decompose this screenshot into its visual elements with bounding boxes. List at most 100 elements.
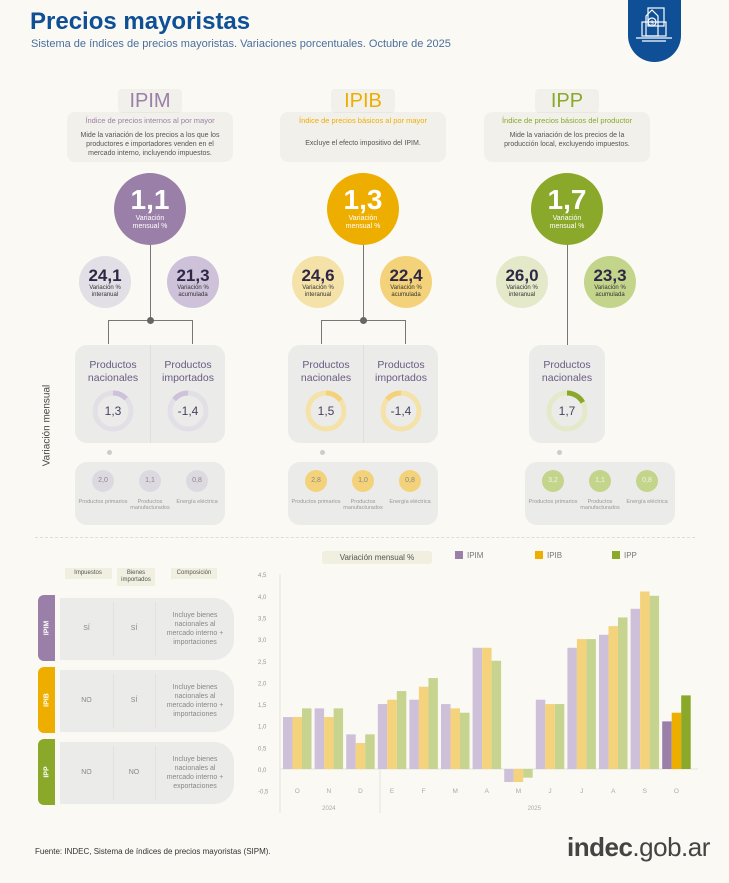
side-label: Variación mensual: [41, 384, 53, 467]
cell-divider: [113, 746, 114, 800]
ring-arc: [546, 390, 588, 432]
breakdown-panel: 2,0 Productos primarios 1,1 Productos manuf…: [75, 462, 225, 525]
bar-ipib: [576, 639, 587, 769]
acumulada-value: 23,3: [593, 266, 627, 285]
bar-ipib: [418, 686, 429, 769]
x-tick-label: N: [326, 788, 331, 795]
connector-dot: [107, 450, 112, 455]
bracket-left: [321, 320, 322, 344]
product-label: Productos importados: [162, 359, 214, 384]
bar-ipim: [630, 608, 641, 769]
bar-ipib: [640, 591, 650, 769]
panel-divider: [150, 345, 151, 443]
interanual-value: 24,6: [301, 266, 335, 285]
connector-dot: [557, 450, 562, 455]
interanual-circle: 24,1 Variación % interanual: [79, 256, 131, 308]
bar-ipib: [513, 769, 524, 782]
breakdown-circle: 0,8: [399, 470, 421, 492]
x-tick-label: A: [611, 788, 616, 795]
acumulada-label: Variación % acumulada: [177, 285, 209, 298]
table-header: Bienes importados: [117, 568, 155, 586]
monthly-label: Variación mensual %: [549, 215, 585, 230]
cell-impuestos: SÍ: [83, 625, 90, 632]
breakdown-label: Productos manufacturados: [130, 499, 170, 511]
y-tick-label: 2,5: [258, 660, 267, 666]
interanual-circle: 26,0 Variación % interanual: [496, 256, 548, 308]
logo-bold: indec: [567, 832, 633, 862]
cell-impuestos: NO: [81, 769, 92, 776]
bar-ipib: [450, 708, 460, 769]
row-index-tab: IPP: [38, 739, 55, 805]
bar-ipim: [535, 699, 546, 769]
index-title: IPP: [535, 89, 599, 113]
monthly-variation-circle: 1,1 Variación mensual %: [114, 173, 186, 245]
indec-logo[interactable]: indec.gob.ar: [567, 832, 710, 863]
table-row: NO SÍ Incluye bienes nacionales al mercado…: [60, 670, 234, 732]
index-description: Mide la variación de los precios de la p…: [504, 132, 630, 149]
bar-ipim: [441, 704, 451, 769]
monthly-label: Variación mensual %: [132, 215, 168, 230]
bar-ipp: [365, 734, 375, 769]
product-value: 1,3: [104, 404, 122, 418]
y-tick-label: 1,0: [258, 725, 267, 731]
index-title: IPIM: [118, 89, 182, 113]
legend-item: IPP: [612, 551, 637, 560]
breakdown-label: Productos primarios: [528, 499, 578, 505]
price-tag-icon: $: [628, 0, 681, 62]
year-label: 2024: [322, 806, 336, 812]
breakdown-label: Energía eléctrica: [626, 499, 668, 505]
source-note: Fuente: INDEC, Sistema de índices de pre…: [35, 847, 271, 856]
row-index-label: IPIM: [43, 620, 50, 636]
bracket-right: [405, 320, 406, 344]
acumulada-label: Variación % acumulada: [594, 285, 626, 298]
product-value: 1,5: [317, 404, 335, 418]
bar-ipim: [283, 717, 293, 769]
cell-composicion: Incluye bienes nacionales al mercado int…: [166, 612, 224, 646]
product-value: 1,7: [558, 404, 576, 418]
progress-ring: [546, 390, 588, 432]
legend-swatch: [612, 551, 620, 559]
x-tick-label: J: [548, 788, 551, 795]
monthly-variation-circle: 1,7 Variación mensual %: [531, 173, 603, 245]
bar-ipp: [491, 660, 502, 769]
progress-ring: [380, 390, 422, 432]
product-label: Productos nacionales: [541, 359, 593, 384]
x-tick-label: D: [358, 788, 363, 795]
ring-arc: [380, 390, 422, 432]
breakdown-circle: 0,8: [636, 470, 658, 492]
bar-ipp: [618, 617, 628, 769]
index-description-box: Índice de precios internos al por mayor M…: [67, 112, 233, 162]
row-index-tab: IPIB: [38, 667, 55, 733]
y-tick-label: 2,0: [258, 681, 267, 687]
cell-divider: [155, 674, 156, 728]
breakdown-label: Productos manufacturados: [580, 499, 620, 511]
bar-ipim: [567, 647, 577, 769]
bar-ipib: [482, 647, 492, 769]
connector-line: [567, 240, 568, 345]
cell-divider: [155, 746, 156, 800]
breakdown-label: Energía eléctrica: [176, 499, 218, 505]
interanual-label: Variación % interanual: [506, 285, 538, 298]
panel-divider: [363, 345, 364, 443]
table-row: NO NO Incluye bienes nacionales al mercado…: [60, 742, 234, 804]
breakdown-circle: 0,8: [186, 470, 208, 492]
table-header: Impuestos: [64, 568, 112, 579]
bar-ipib: [608, 626, 618, 769]
y-tick-label: 1,5: [258, 703, 267, 709]
bar-ipp: [302, 708, 312, 769]
acumulada-label: Variación % acumulada: [390, 285, 422, 298]
progress-ring: [92, 390, 134, 432]
connector-dot: [320, 450, 325, 455]
bar-ipp: [554, 704, 565, 769]
monthly-value: 1,3: [343, 184, 383, 215]
bar-ipp: [396, 691, 407, 769]
bar-chart: 4,5 4,0 3,5 3,0 2,5 2,0 1,5 1,0 0,5 0,0 -0,5 O N D E F M…: [258, 573, 698, 813]
bar-ipp: [523, 769, 533, 778]
breakdown-label: Productos manufacturados: [343, 499, 383, 511]
page-title: Precios mayoristas: [30, 8, 251, 35]
x-tick-label: E: [390, 788, 395, 795]
bar-ipib: [387, 699, 397, 769]
index-description-box: Índice de precios básicos al por mayor Ex…: [280, 112, 446, 162]
y-tick-label: 3,0: [258, 638, 267, 644]
index-full-name: Índice de precios básicos del productor: [501, 116, 633, 125]
